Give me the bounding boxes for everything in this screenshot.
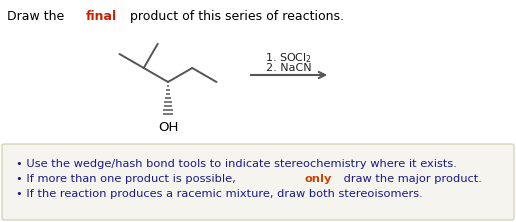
Text: OH: OH <box>158 121 178 134</box>
Text: Draw the: Draw the <box>7 10 68 23</box>
Text: 2. NaCN: 2. NaCN <box>266 63 312 73</box>
Text: • If the reaction produces a racemic mixture, draw both stereoisomers.: • If the reaction produces a racemic mix… <box>16 189 423 199</box>
Text: product of this series of reactions.: product of this series of reactions. <box>126 10 344 23</box>
Text: final: final <box>86 10 117 23</box>
Text: draw the major product.: draw the major product. <box>340 174 481 184</box>
Text: only: only <box>304 174 332 184</box>
Text: • If more than one product is possible,: • If more than one product is possible, <box>16 174 239 184</box>
Text: 1. SOCl$_2$: 1. SOCl$_2$ <box>265 51 313 65</box>
Text: • Use the wedge/hash bond tools to indicate stereochemistry where it exists.: • Use the wedge/hash bond tools to indic… <box>16 159 457 169</box>
FancyBboxPatch shape <box>2 144 514 220</box>
